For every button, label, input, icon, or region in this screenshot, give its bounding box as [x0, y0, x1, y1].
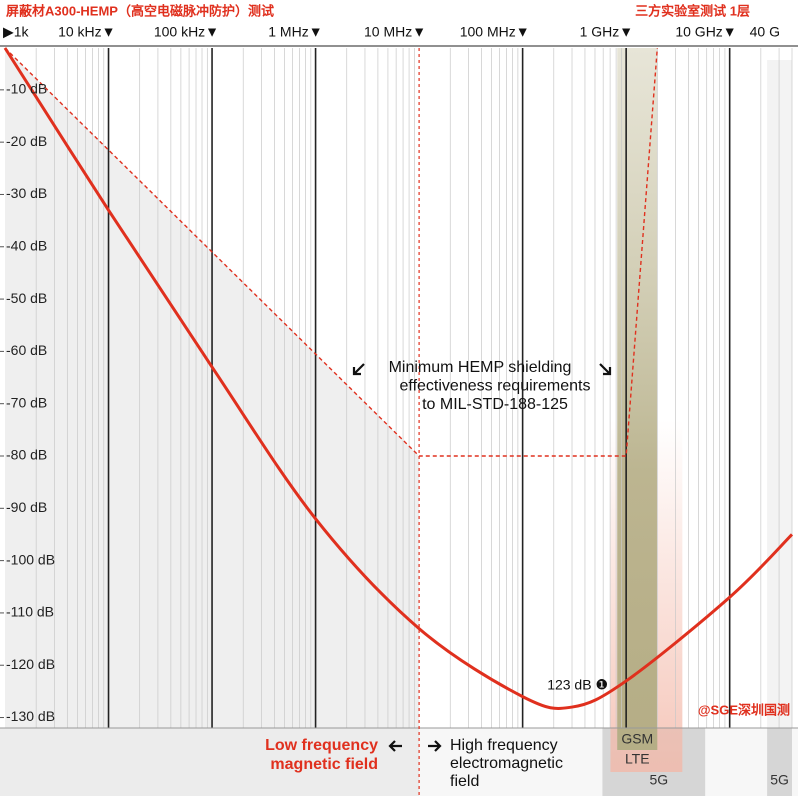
y-tick-label: -80 dB — [6, 447, 47, 463]
y-tick-label: -120 dB — [6, 656, 55, 672]
chart-subtitle: 三方实验室测试 1层 — [635, 3, 750, 18]
arrow-icon — [352, 363, 365, 376]
high-frequency-label: field — [450, 773, 479, 790]
x-tick-label: 10 GHz▼ — [675, 24, 736, 40]
y-tick-label: -100 dB — [6, 551, 55, 567]
chart-title: 屏蔽材A300-HEMP（高空电磁脉冲防护）测试 — [6, 3, 274, 18]
arrow-icon — [599, 363, 612, 376]
band-label: 5G — [649, 772, 668, 788]
shielding-curve — [3, 47, 794, 710]
marks — [3, 47, 794, 710]
high-frequency-label: High frequency — [450, 737, 558, 754]
arrow-icon — [388, 740, 402, 752]
band-label: 5G — [770, 772, 789, 788]
low-frequency-label: magnetic field — [270, 756, 378, 773]
requirement-line — [4, 47, 659, 457]
y-tick-label: -130 dB — [6, 708, 55, 724]
y-tick-label: -90 dB — [6, 499, 47, 515]
x-tick-label: 40 G — [750, 24, 780, 40]
band-label: LTE — [625, 751, 650, 767]
y-tick-label: -50 dB — [6, 290, 47, 306]
y-tick-label: -20 dB — [6, 133, 47, 149]
x-tick-label: 10 kHz▼ — [58, 24, 115, 40]
low-region-strip — [0, 728, 420, 796]
grid — [0, 45, 798, 796]
band — [767, 728, 792, 796]
background — [0, 48, 798, 796]
x-tick-label: 100 kHz▼ — [154, 24, 219, 40]
y-tick-label: -10 dB — [6, 81, 47, 97]
high-frequency-label: electromagnetic — [450, 755, 563, 772]
y-tick-label: -30 dB — [6, 185, 47, 201]
requirement-label: effectiveness requirements — [400, 378, 591, 395]
requirement-label: to MIL-STD-188-125 — [422, 396, 568, 413]
x-tick-label: 100 MHz▼ — [460, 24, 530, 40]
watermark: @SGE深圳国测 — [698, 702, 790, 717]
requirement-label: Minimum HEMP shielding — [389, 359, 572, 376]
x-tick-label: 1 GHz▼ — [580, 24, 634, 40]
band — [617, 48, 658, 750]
arrow-icon — [428, 740, 442, 752]
y-tick-label: -70 dB — [6, 394, 47, 410]
labels: 5G GSM LTE 5G ▶1k 10 kHz▼ 100 kHz▼ 1 MHz▼ 10 MHz… — [3, 24, 789, 791]
band-glow — [767, 60, 792, 728]
x-tick-label: 1 MHz▼ — [268, 24, 322, 40]
y-tick-label: -110 dB — [6, 604, 54, 620]
band-label: GSM — [621, 731, 653, 747]
low-frequency-label: Low frequency — [265, 737, 378, 754]
y-tick-label: -60 dB — [6, 342, 47, 358]
x-tick-label: 10 MHz▼ — [364, 24, 426, 40]
x-tick-label: ▶1k — [3, 24, 30, 40]
y-tick-label: -40 dB — [6, 237, 47, 253]
min-label: 123 dB ❶ — [547, 677, 608, 693]
